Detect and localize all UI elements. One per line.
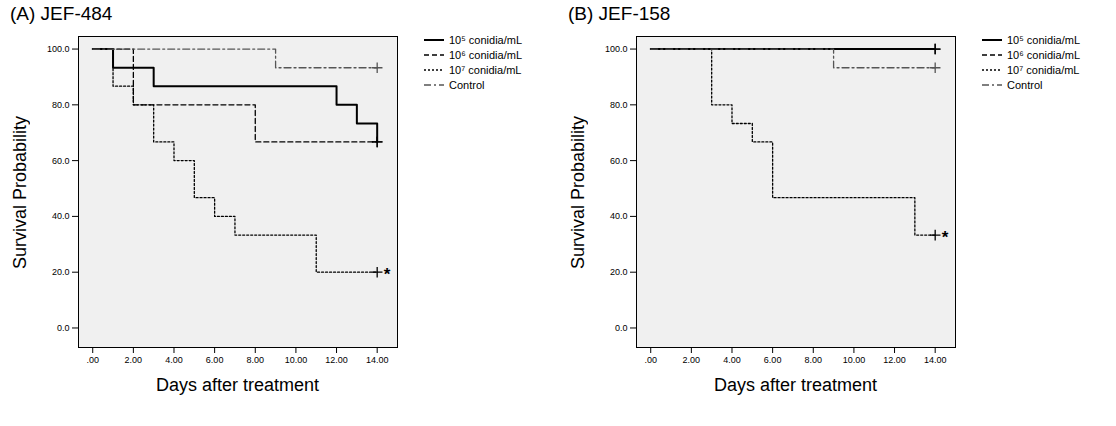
svg-text:*: * <box>384 265 391 284</box>
svg-text:8.00: 8.00 <box>805 355 823 365</box>
svg-text:60.0: 60.0 <box>52 156 70 166</box>
svg-text:2.00: 2.00 <box>125 355 143 365</box>
svg-text:10.00: 10.00 <box>285 355 308 365</box>
html-text:10⁶ conidia/mL: 10⁶ conidia/mL <box>449 48 522 61</box>
svg-text:6.00: 6.00 <box>764 355 782 365</box>
html-text:10⁷ conidia/mL: 10⁷ conidia/mL <box>449 63 522 76</box>
svg-text:12.00: 12.00 <box>325 355 348 365</box>
html-text:10⁵ conidia/mL: 10⁵ conidia/mL <box>1007 33 1080 46</box>
svg-text:2.00: 2.00 <box>683 355 701 365</box>
html-text:10⁵ conidia/mL: 10⁵ conidia/mL <box>449 33 522 46</box>
html-text:10⁶ conidia/mL: 10⁶ conidia/mL <box>1007 48 1080 61</box>
html-text:Survival Probability: Survival Probability <box>567 116 588 270</box>
svg-text:100.0: 100.0 <box>47 44 70 54</box>
svg-text:14.00: 14.00 <box>366 355 389 365</box>
svg-text:40.0: 40.0 <box>52 211 70 221</box>
html-text:Days after treatment: Days after treatment <box>714 375 877 395</box>
svg-text:*: * <box>942 228 949 247</box>
svg-text:20.0: 20.0 <box>610 267 628 277</box>
svg-text:80.0: 80.0 <box>52 100 70 110</box>
svg-text:4.00: 4.00 <box>723 355 741 365</box>
svg-text:4.00: 4.00 <box>165 355 183 365</box>
html-text:Control: Control <box>1007 78 1043 91</box>
svg-text:6.00: 6.00 <box>206 355 224 365</box>
html-text:10⁷ conidia/mL: 10⁷ conidia/mL <box>1007 63 1080 76</box>
html-text:(A) JEF-484: (A) JEF-484 <box>10 3 113 24</box>
svg-text:12.00: 12.00 <box>883 355 906 365</box>
svg-text:60.0: 60.0 <box>610 156 628 166</box>
svg-text:80.0: 80.0 <box>610 100 628 110</box>
html-text:Control: Control <box>449 78 485 91</box>
svg-text:0.0: 0.0 <box>615 323 628 333</box>
svg-text:.00: .00 <box>644 355 657 365</box>
svg-text:.00: .00 <box>86 355 99 365</box>
svg-text:14.00: 14.00 <box>924 355 947 365</box>
html-text:Days after treatment: Days after treatment <box>156 375 319 395</box>
html-text:Survival Probability: Survival Probability <box>9 116 30 270</box>
svg-text:8.00: 8.00 <box>247 355 265 365</box>
svg-text:40.0: 40.0 <box>610 211 628 221</box>
html-text:(B) JEF-158: (B) JEF-158 <box>568 3 671 24</box>
svg-text:10.00: 10.00 <box>843 355 866 365</box>
svg-text:100.0: 100.0 <box>605 44 628 54</box>
svg-text:20.0: 20.0 <box>52 267 70 277</box>
svg-text:0.0: 0.0 <box>57 323 70 333</box>
